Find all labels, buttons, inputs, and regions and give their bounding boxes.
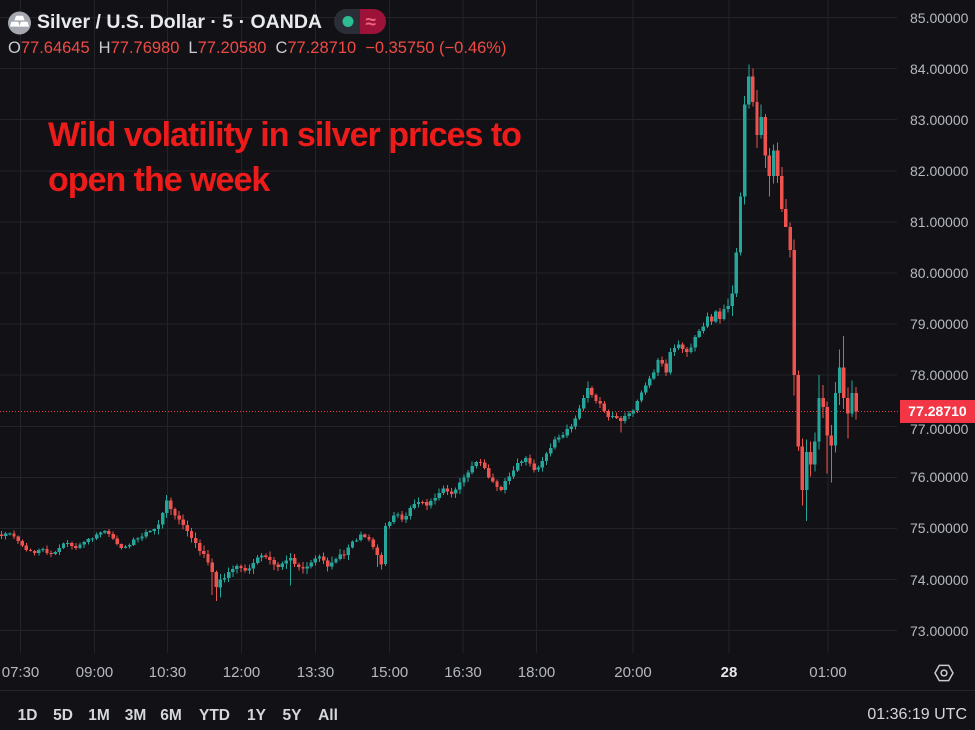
svg-text:≈: ≈ bbox=[366, 12, 377, 33]
